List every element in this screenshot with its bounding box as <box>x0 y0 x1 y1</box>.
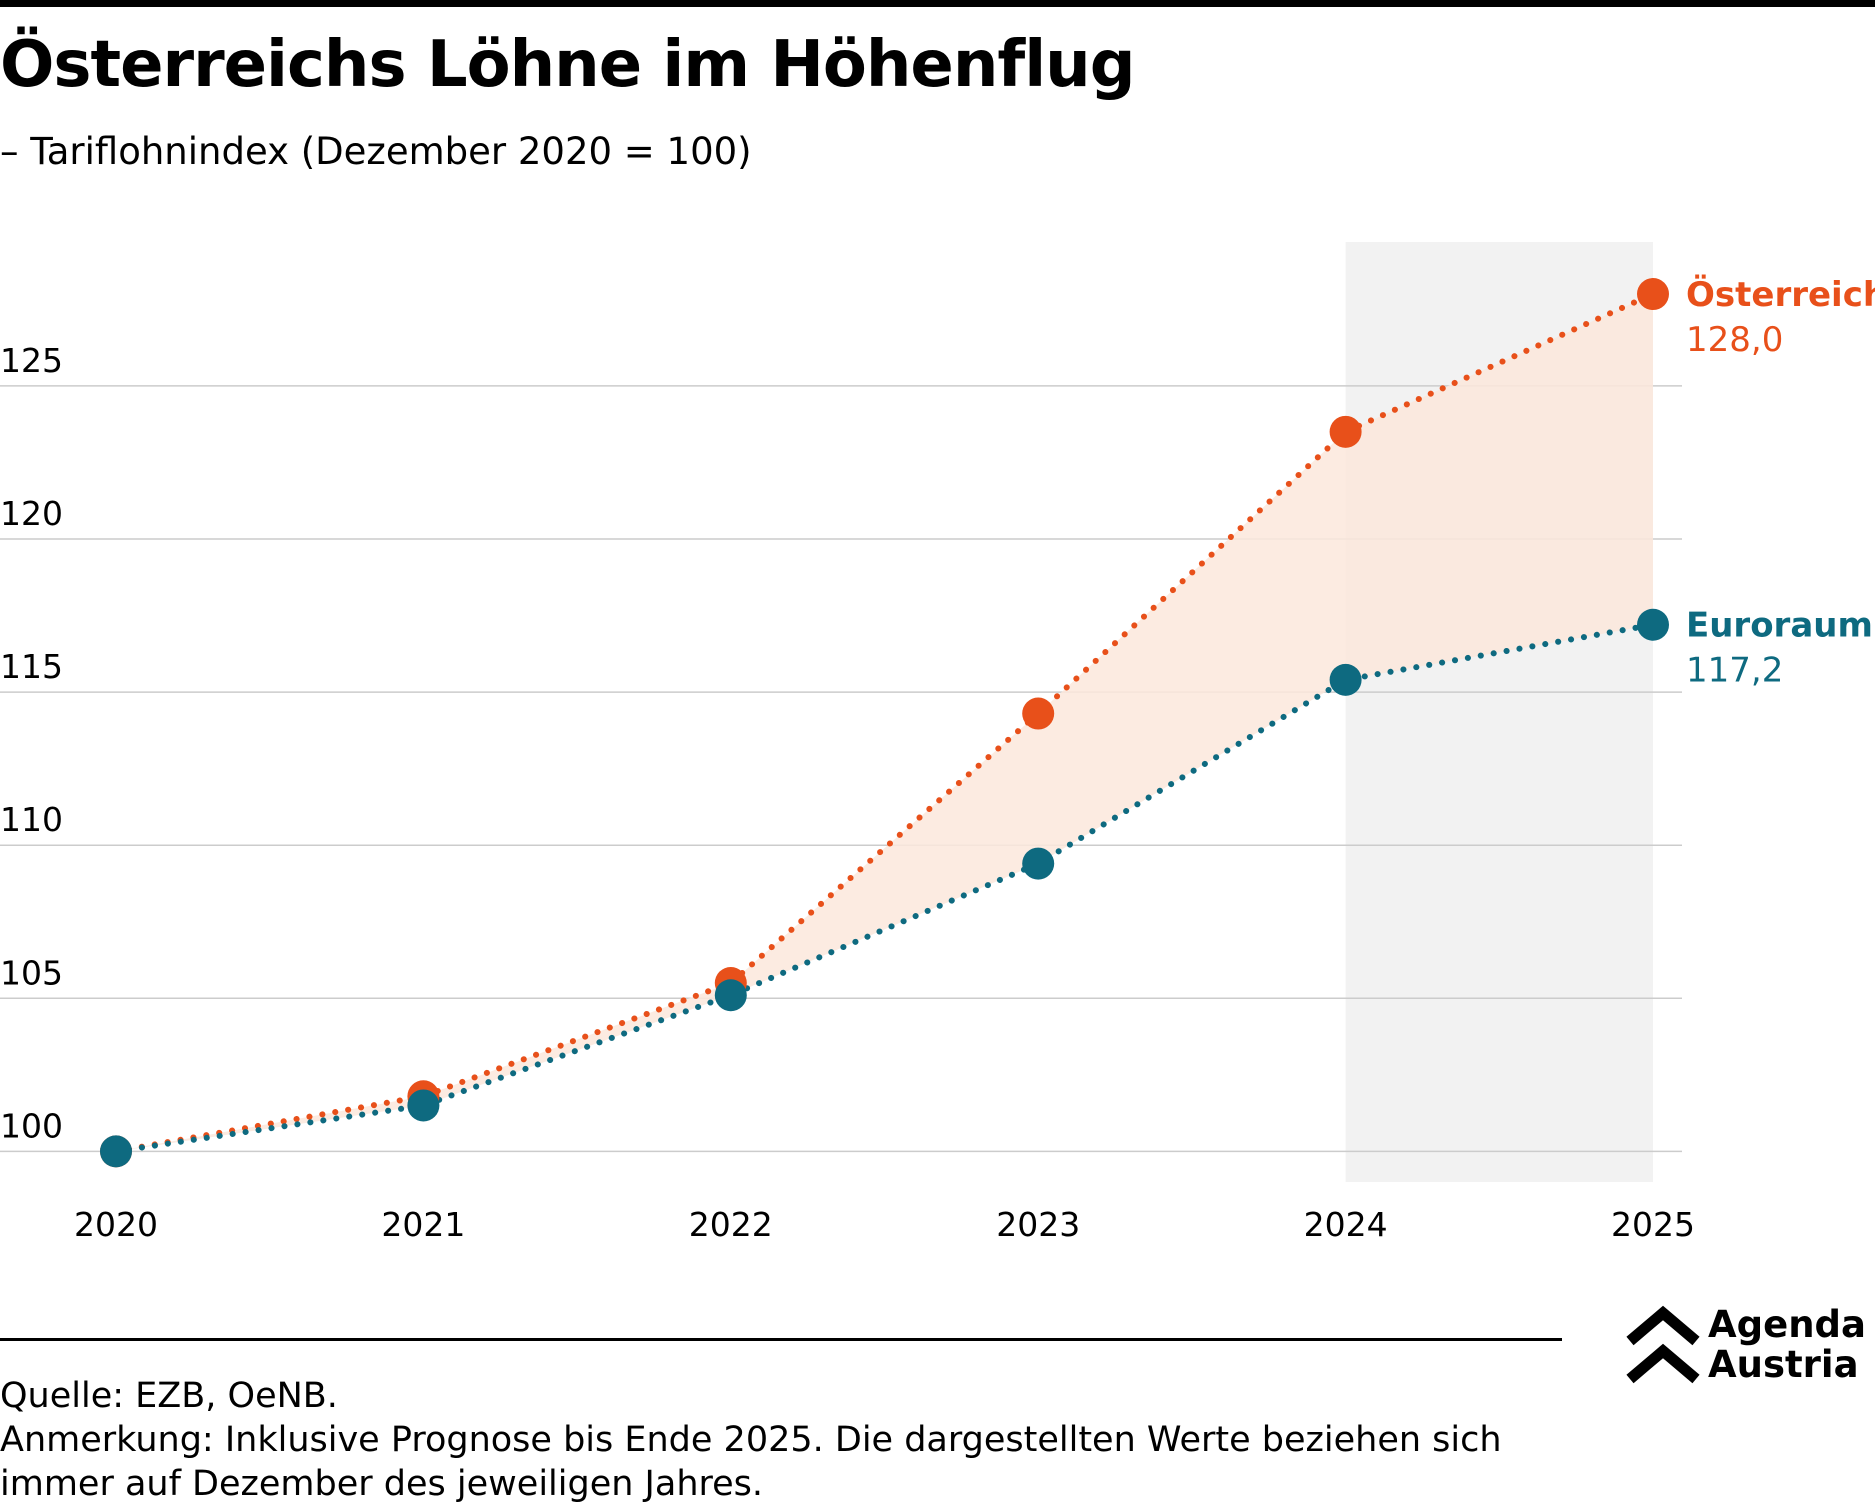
series-lines <box>113 291 1656 1155</box>
logo-text: Agenda Austria <box>1708 1305 1866 1385</box>
series-value-label: 117,2 <box>1686 651 1783 691</box>
line-chart: 100 105 110 115 120 125 2020 2021 2022 2023 2024 20… <box>0 242 1875 1244</box>
x-tick-label: 2021 <box>381 1205 465 1244</box>
data-point <box>1637 608 1669 641</box>
chart-subtitle: – Tariflohnindex (Dezember 2020 = 100) <box>0 130 752 173</box>
x-tick-label: 2020 <box>74 1205 158 1244</box>
y-tick-label: 100 <box>0 1106 63 1145</box>
remark-note: Anmerkung: Inklusive Prognose bis Ende 2… <box>0 1420 1502 1504</box>
data-point <box>1329 415 1362 448</box>
series-line <box>113 621 1656 1155</box>
logo-line-2: Austria <box>1708 1343 1859 1386</box>
data-point <box>407 1089 440 1122</box>
x-tick-label: 2024 <box>1304 1205 1388 1244</box>
y-tick-label: 125 <box>0 341 63 380</box>
x-tick-label: 2025 <box>1611 1205 1695 1244</box>
top-rule <box>0 0 1875 7</box>
source-note: Quelle: EZB, OeNB. <box>0 1376 338 1416</box>
gridlines <box>0 385 1682 1153</box>
y-tick-label: 115 <box>0 647 63 686</box>
footer-rule <box>0 1338 1562 1341</box>
double-chevron-up-icon <box>1626 1305 1700 1384</box>
logo-line-1: Agenda <box>1708 1303 1867 1346</box>
agenda-austria-logo: Agenda Austria <box>1624 1305 1874 1395</box>
x-tick-label: 2022 <box>689 1205 773 1244</box>
chart-title: Österreichs Löhne im Höhenflug <box>0 28 1136 102</box>
y-tick-label: 110 <box>0 800 63 839</box>
data-point <box>1022 697 1055 730</box>
y-tick-label: 105 <box>0 953 63 992</box>
series-name-label: Euroraum <box>1686 606 1873 646</box>
data-point <box>1329 663 1362 696</box>
gap-area <box>116 294 1653 1152</box>
y-tick-label: 120 <box>0 494 63 533</box>
data-point <box>714 979 747 1012</box>
data-point <box>1022 847 1055 880</box>
series-value-label: 128,0 <box>1686 320 1783 360</box>
series-line <box>113 291 1656 1155</box>
x-tick-label: 2023 <box>996 1205 1080 1244</box>
gap-area-layer <box>116 294 1653 1152</box>
data-point <box>1637 278 1669 311</box>
chart-labels: 100 105 110 115 120 125 2020 2021 2022 2023 2024 20… <box>0 274 1875 1244</box>
series-name-label: Österreich <box>1686 274 1875 315</box>
series-points <box>100 278 1669 1168</box>
data-point <box>100 1135 132 1168</box>
